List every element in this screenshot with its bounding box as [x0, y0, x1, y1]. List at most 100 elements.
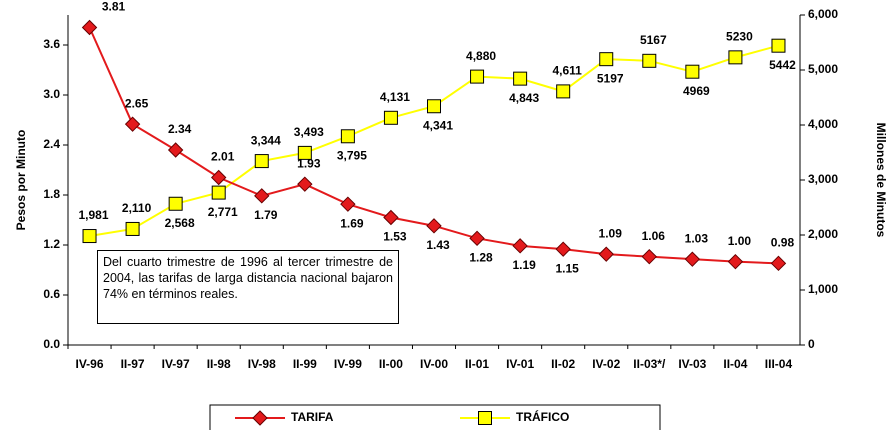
y-axis-label: Pesos por Minuto — [14, 130, 28, 231]
y2-tick-label: 4,000 — [808, 117, 838, 131]
y2-tick-label: 2,000 — [808, 227, 838, 241]
y2-axis-label: Millones de Minutos — [874, 123, 888, 238]
data-label: 2,568 — [165, 216, 195, 230]
point — [469, 230, 485, 247]
x-tick-label: IV-02 — [592, 357, 620, 371]
y2-tick-label: 0 — [808, 337, 815, 351]
data-label: 1.69 — [340, 216, 364, 230]
point — [512, 238, 528, 254]
point — [771, 38, 786, 53]
point — [82, 229, 97, 244]
point — [254, 188, 270, 204]
data-label: 3,795 — [337, 148, 367, 162]
y-tick-label: 3.0 — [43, 87, 60, 101]
x-tick-label: IV-00 — [420, 357, 448, 371]
data-label: 1.93 — [297, 156, 321, 170]
point — [470, 69, 485, 84]
point — [124, 116, 141, 132]
x-tick-label: II-97 — [121, 357, 145, 371]
data-label: 1.03 — [685, 231, 709, 245]
y-tick-label: 3.6 — [43, 37, 60, 51]
point — [642, 53, 657, 68]
data-label: 3.81 — [102, 0, 126, 14]
point — [685, 64, 700, 79]
data-label: 4,131 — [380, 90, 410, 104]
point — [728, 50, 743, 65]
y2-tick-label: 6,000 — [808, 7, 838, 21]
data-label: 2.65 — [125, 96, 149, 110]
y2-tick-label: 3,000 — [808, 172, 838, 186]
data-label: 3,344 — [251, 133, 281, 147]
data-label: 4,341 — [423, 118, 453, 132]
point — [211, 185, 226, 200]
data-label: 5230 — [726, 30, 753, 44]
data-label: 1,981 — [79, 208, 109, 222]
data-label: 1.28 — [469, 251, 493, 265]
y-tick-label: 0.6 — [43, 287, 60, 301]
x-tick-label: IV-98 — [248, 357, 276, 371]
y-tick-label: 1.8 — [43, 187, 60, 201]
y2-tick-label: 1,000 — [808, 282, 838, 296]
series-line — [89, 44, 779, 238]
data-label: 4,843 — [509, 91, 539, 105]
x-tick-label: II-04 — [723, 357, 747, 371]
data-label: 1.53 — [383, 230, 407, 244]
data-label: 2,771 — [208, 205, 238, 219]
point — [297, 176, 313, 192]
data-label: 5197 — [597, 71, 624, 85]
data-label: 1.15 — [555, 261, 579, 275]
data-label: 2,110 — [122, 201, 152, 215]
x-tick-label: III-04 — [765, 357, 793, 371]
point — [641, 248, 658, 265]
point — [340, 196, 356, 212]
x-tick-label: II-99 — [293, 357, 317, 371]
point — [297, 145, 312, 160]
x-tick-label: II-00 — [379, 357, 403, 371]
point — [684, 251, 701, 267]
y2-tick-label: 5,000 — [808, 62, 838, 76]
point — [599, 52, 614, 67]
point — [168, 196, 183, 211]
data-label: 1.06 — [642, 229, 666, 243]
data-label: 5442 — [769, 58, 796, 72]
point — [167, 142, 184, 158]
point — [383, 209, 399, 226]
data-label: 1.00 — [728, 234, 752, 248]
point — [254, 154, 269, 169]
data-label: 4,880 — [466, 49, 496, 63]
legend-marker — [252, 410, 268, 426]
data-label: 4,611 — [552, 64, 582, 78]
point — [426, 218, 442, 234]
x-tick-label: II-98 — [207, 357, 231, 371]
data-label: 1.79 — [254, 208, 278, 222]
point — [125, 221, 140, 236]
y-tick-label: 2.4 — [43, 137, 60, 151]
data-label: 2.34 — [168, 122, 192, 136]
x-tick-label: IV-96 — [76, 357, 104, 371]
data-label: 3,493 — [294, 125, 324, 139]
data-label: 1.43 — [426, 238, 450, 252]
x-tick-label: IV-99 — [334, 357, 362, 371]
legend-label: TARIFA — [291, 410, 334, 424]
y-tick-label: 0.0 — [43, 337, 60, 351]
legend-marker — [478, 411, 492, 425]
point — [556, 84, 571, 99]
point — [81, 19, 98, 36]
data-label: 0.98 — [771, 236, 795, 250]
point — [770, 255, 787, 272]
annotation: Del cuarto trimestre de 1996 al tercer t… — [97, 250, 399, 324]
x-tick-label: II-03*/ — [633, 357, 666, 371]
data-label: 2.01 — [211, 150, 235, 164]
point — [340, 129, 355, 144]
data-label: 5167 — [640, 33, 667, 47]
point — [383, 110, 398, 125]
x-tick-label: IV-03 — [678, 357, 706, 371]
x-tick-label: IV-97 — [162, 357, 190, 371]
y-tick-label: 1.2 — [43, 237, 60, 251]
x-tick-label: II-02 — [551, 357, 575, 371]
point — [555, 241, 571, 257]
point — [513, 71, 528, 86]
legend-label: TRÁFICO — [516, 409, 569, 424]
